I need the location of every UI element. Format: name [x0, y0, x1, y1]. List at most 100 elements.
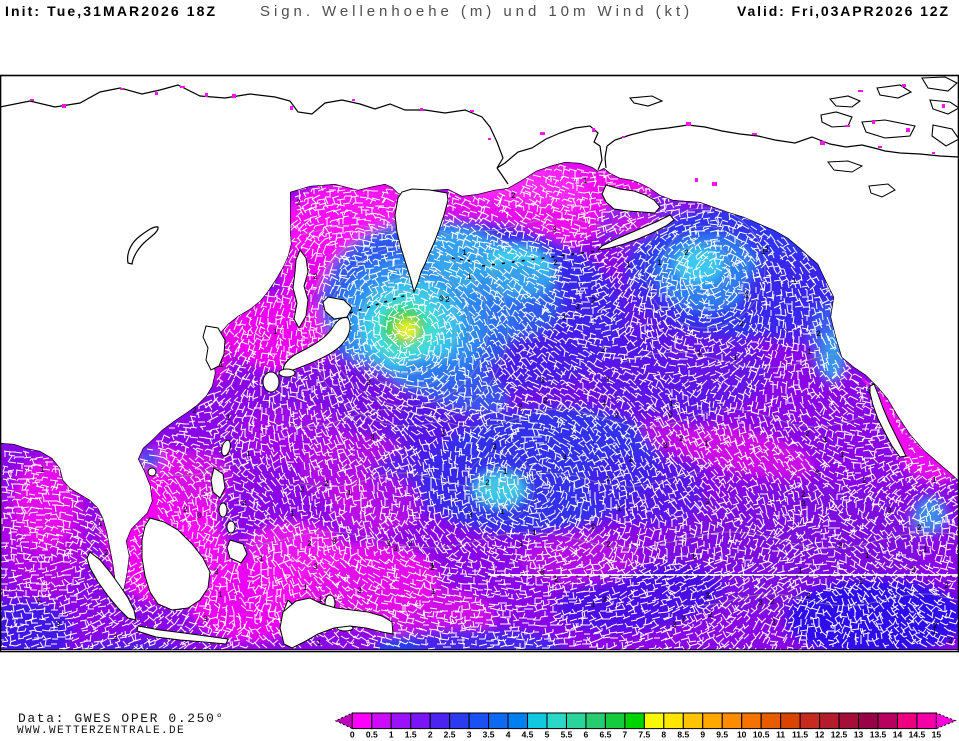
svg-text:1: 1	[733, 354, 738, 363]
svg-text:2: 2	[313, 273, 318, 282]
svg-text:2: 2	[601, 346, 606, 355]
svg-text:3: 3	[764, 246, 769, 255]
svg-text:12.5: 12.5	[831, 730, 848, 740]
svg-text:10: 10	[737, 730, 747, 740]
svg-text:8: 8	[661, 730, 666, 740]
svg-text:2: 2	[739, 320, 744, 329]
svg-text:2: 2	[485, 479, 490, 488]
svg-text:1: 1	[823, 436, 828, 445]
svg-text:0: 0	[744, 292, 749, 301]
svg-text:10.5: 10.5	[753, 730, 770, 740]
svg-text:1: 1	[389, 730, 394, 740]
svg-text:2: 2	[300, 486, 305, 495]
svg-text:0: 0	[540, 569, 545, 578]
svg-text:1: 1	[617, 505, 622, 514]
svg-text:5.5: 5.5	[561, 730, 573, 740]
svg-text:1: 1	[562, 314, 567, 323]
svg-text:2: 2	[933, 622, 938, 631]
svg-text:0: 0	[439, 295, 444, 304]
svg-text:3: 3	[758, 599, 763, 608]
svg-text:5: 5	[545, 730, 550, 740]
svg-text:2: 2	[104, 549, 109, 558]
svg-text:0: 0	[350, 730, 355, 740]
svg-text:1: 1	[798, 567, 803, 576]
svg-text:2: 2	[805, 430, 810, 439]
svg-text:3: 3	[468, 511, 473, 520]
svg-text:3: 3	[467, 730, 472, 740]
svg-text:2: 2	[816, 330, 821, 339]
svg-text:2: 2	[183, 506, 188, 515]
svg-text:1: 1	[792, 277, 797, 286]
svg-text:2: 2	[770, 598, 775, 607]
svg-text:2: 2	[242, 499, 247, 508]
svg-text:9.5: 9.5	[716, 730, 728, 740]
svg-text:1: 1	[858, 578, 863, 587]
svg-text:1: 1	[532, 529, 537, 538]
svg-text:2: 2	[801, 491, 806, 500]
svg-text:1: 1	[697, 349, 702, 358]
svg-text:2: 2	[944, 582, 949, 591]
svg-text:3: 3	[672, 621, 677, 630]
svg-text:3: 3	[705, 498, 710, 507]
svg-text:1: 1	[441, 430, 446, 439]
svg-text:15: 15	[932, 730, 942, 740]
svg-text:2: 2	[543, 397, 548, 406]
svg-text:2: 2	[679, 435, 684, 444]
svg-text:2: 2	[307, 540, 312, 549]
svg-text:0: 0	[197, 512, 202, 521]
svg-text:3: 3	[801, 500, 806, 509]
svg-text:3: 3	[602, 596, 607, 605]
svg-text:2.5: 2.5	[444, 730, 456, 740]
svg-text:13.5: 13.5	[870, 730, 887, 740]
svg-text:2: 2	[445, 296, 450, 305]
svg-text:2: 2	[591, 297, 596, 306]
svg-text:3: 3	[605, 376, 610, 385]
svg-text:14.5: 14.5	[909, 730, 926, 740]
svg-text:1: 1	[669, 400, 674, 409]
svg-text:2: 2	[684, 249, 689, 258]
svg-text:4.5: 4.5	[522, 730, 534, 740]
svg-text:1: 1	[303, 584, 308, 593]
svg-text:2: 2	[606, 475, 611, 484]
svg-text:2: 2	[408, 540, 413, 549]
svg-text:1: 1	[932, 628, 937, 637]
svg-text:2: 2	[553, 259, 558, 268]
svg-text:6: 6	[584, 730, 589, 740]
svg-text:1: 1	[246, 450, 251, 459]
svg-text:0.5: 0.5	[366, 730, 378, 740]
svg-text:1: 1	[98, 520, 103, 529]
svg-text:2: 2	[838, 542, 843, 551]
svg-text:1: 1	[865, 552, 870, 561]
svg-text:2: 2	[192, 407, 197, 416]
svg-text:2: 2	[862, 477, 867, 486]
svg-text:4: 4	[506, 730, 511, 740]
svg-text:1: 1	[519, 540, 524, 549]
svg-text:2: 2	[917, 524, 922, 533]
svg-text:13: 13	[854, 730, 864, 740]
svg-text:1: 1	[500, 508, 505, 517]
svg-text:1: 1	[923, 546, 928, 555]
svg-text:3: 3	[357, 587, 362, 596]
svg-text:1: 1	[40, 466, 45, 475]
svg-text:3: 3	[56, 621, 61, 630]
svg-text:1: 1	[761, 248, 766, 257]
svg-text:3: 3	[214, 568, 219, 577]
svg-text:8.5: 8.5	[677, 730, 689, 740]
svg-text:1: 1	[259, 555, 264, 564]
svg-text:1: 1	[273, 328, 278, 337]
svg-text:2: 2	[948, 637, 953, 646]
svg-text:2: 2	[428, 730, 433, 740]
svg-text:1: 1	[462, 249, 467, 258]
svg-text:2: 2	[681, 615, 686, 624]
svg-text:7: 7	[623, 730, 628, 740]
svg-text:2: 2	[430, 564, 435, 573]
svg-text:1: 1	[591, 601, 596, 610]
svg-text:2: 2	[511, 192, 516, 201]
svg-text:0: 0	[540, 377, 545, 386]
svg-text:0: 0	[668, 411, 673, 420]
svg-text:14: 14	[893, 730, 903, 740]
svg-text:3.5: 3.5	[483, 730, 495, 740]
svg-text:3: 3	[575, 303, 580, 312]
svg-text:1: 1	[503, 468, 508, 477]
svg-text:2: 2	[518, 403, 523, 412]
